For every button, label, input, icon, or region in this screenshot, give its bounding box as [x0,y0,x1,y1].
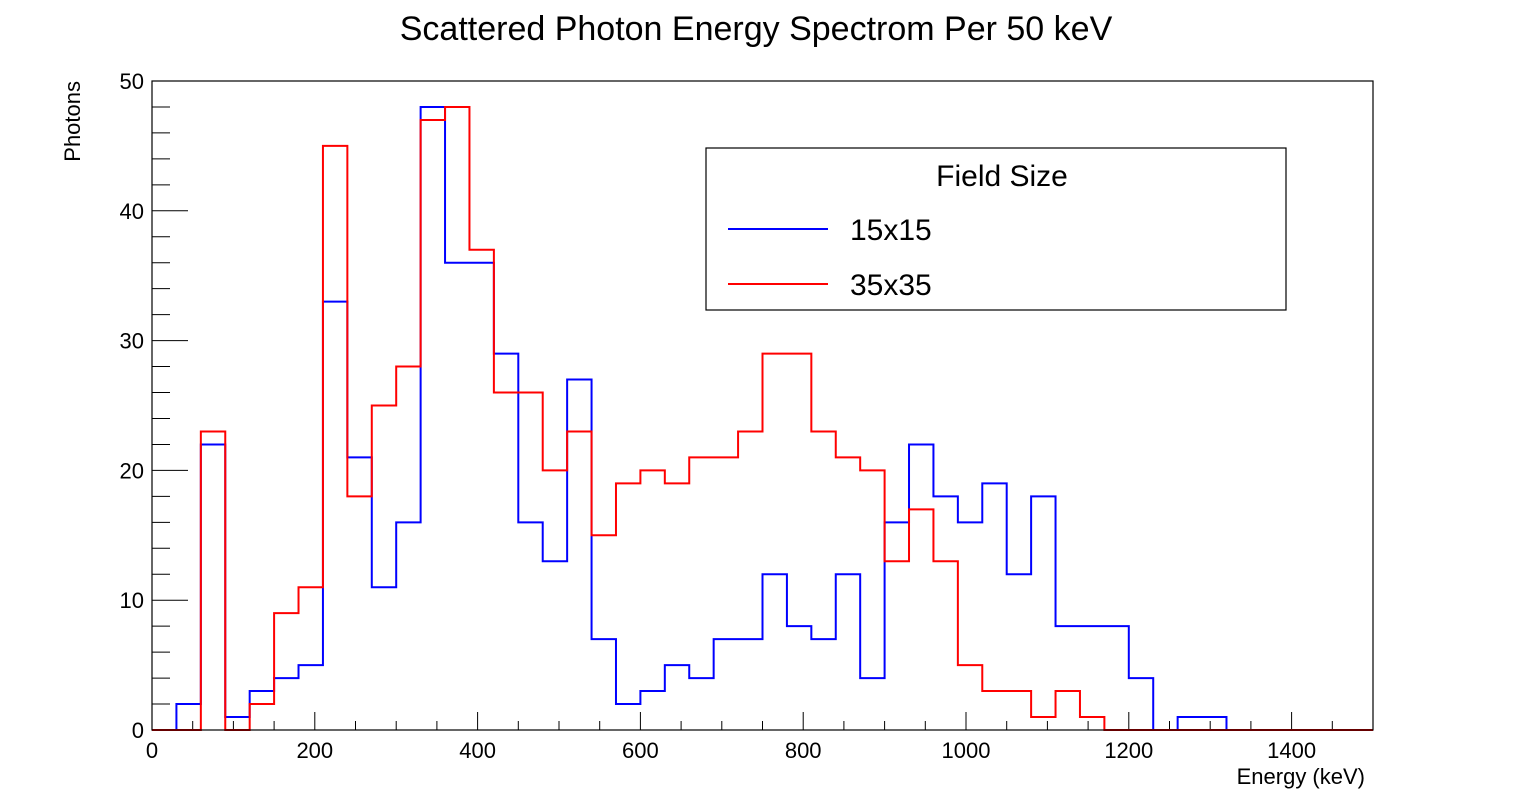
chart-title: Scattered Photon Energy Spectrom Per 50 … [400,10,1113,48]
x-tick-label: 1400 [1267,738,1316,763]
legend-label-15x15: 15x15 [850,214,932,247]
x-tick-label: 200 [296,738,333,763]
legend: Field Size 15x15 35x35 [705,147,1287,311]
series-15x15-histogram [152,105,1373,731]
y-tick-label: 0 [132,718,144,743]
y-tick-label: 20 [120,458,144,483]
ticks-layer: 0 200 400 600 800 1000 1200 1400 0 10 20 30 40 50 [120,69,1374,763]
y-tick-label: 40 [120,199,144,224]
series-layer [152,105,1373,731]
x-tick-label: 800 [785,738,822,763]
x-tick-label: 600 [622,738,659,763]
y-tick-label: 30 [120,329,144,354]
legend-label-35x35: 35x35 [850,269,932,302]
x-axis-title: Energy (keV) [1237,764,1365,789]
series-35x35-histogram [152,105,1373,731]
x-tick-label: 400 [459,738,496,763]
x-tick-label: 0 [146,738,158,763]
y-axis-title: Photons [60,81,85,162]
y-tick-label: 50 [120,69,144,94]
x-tick-label: 1200 [1104,738,1153,763]
plot-frame [151,80,1374,731]
x-tick-label: 1000 [942,738,991,763]
legend-header: Field Size [936,160,1068,193]
y-tick-label: 10 [120,588,144,613]
